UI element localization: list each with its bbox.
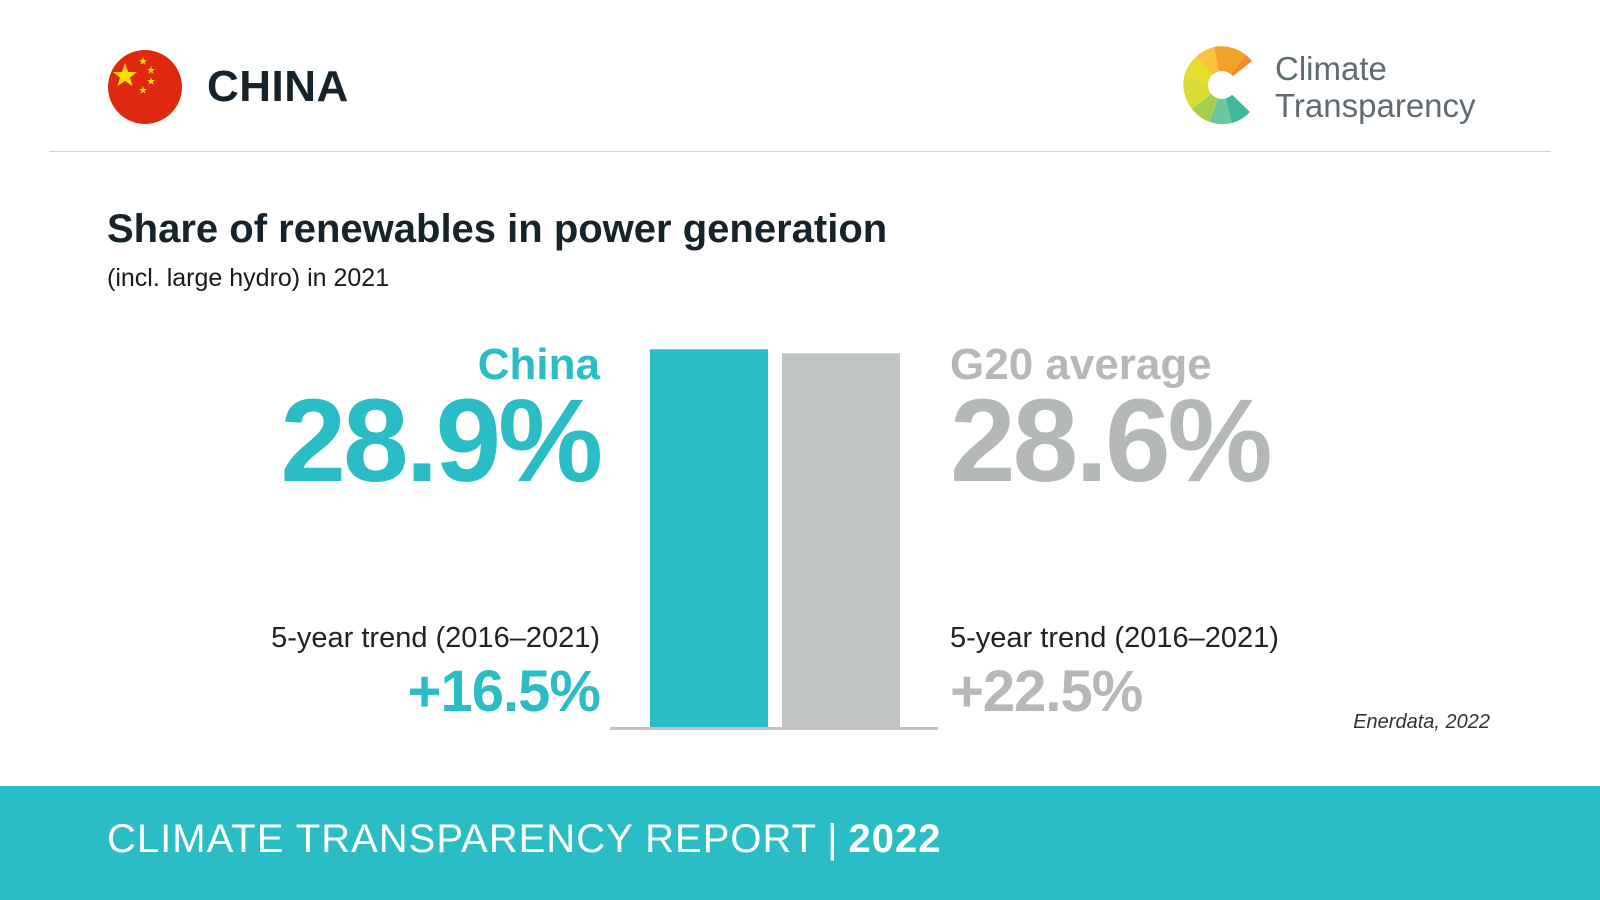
china-value: 28.9% — [280, 375, 603, 507]
country-name: CHINA — [207, 62, 349, 111]
bar-china — [650, 349, 768, 727]
logo-mark-icon — [1183, 46, 1261, 125]
source-note: Enerdata, 2022 — [1353, 711, 1490, 733]
footer-separator: | — [827, 817, 839, 861]
g20-label: G20 average — [950, 340, 1212, 389]
footer-year: 2022 — [848, 817, 942, 861]
logo-text-line1: Climate — [1275, 50, 1387, 87]
china-trend-label: 5-year trend (2016–2021) — [271, 622, 600, 654]
g20-value: 28.6% — [950, 375, 1273, 507]
footer-title: CLIMATE TRANSPARENCY REPORT — [107, 817, 818, 861]
x-axis-baseline — [610, 727, 938, 730]
footer-banner: CLIMATE TRANSPARENCY REPORT | 2022 — [0, 786, 1600, 900]
china-label: China — [477, 340, 600, 389]
chart-subtitle: (incl. large hydro) in 2021 — [107, 264, 390, 292]
china-trend-value: +16.5% — [407, 659, 601, 724]
climate-transparency-logo: Climate Transparency — [1180, 40, 1480, 130]
g20-trend-label: 5-year trend (2016–2021) — [950, 622, 1279, 654]
bar-g20-average — [782, 353, 900, 727]
logo-text-line2: Transparency — [1275, 87, 1476, 124]
china-flag-icon — [108, 50, 182, 124]
chart-title: Share of renewables in power generation — [107, 207, 888, 251]
header-divider — [49, 151, 1551, 152]
g20-trend-value: +22.5% — [950, 659, 1143, 724]
